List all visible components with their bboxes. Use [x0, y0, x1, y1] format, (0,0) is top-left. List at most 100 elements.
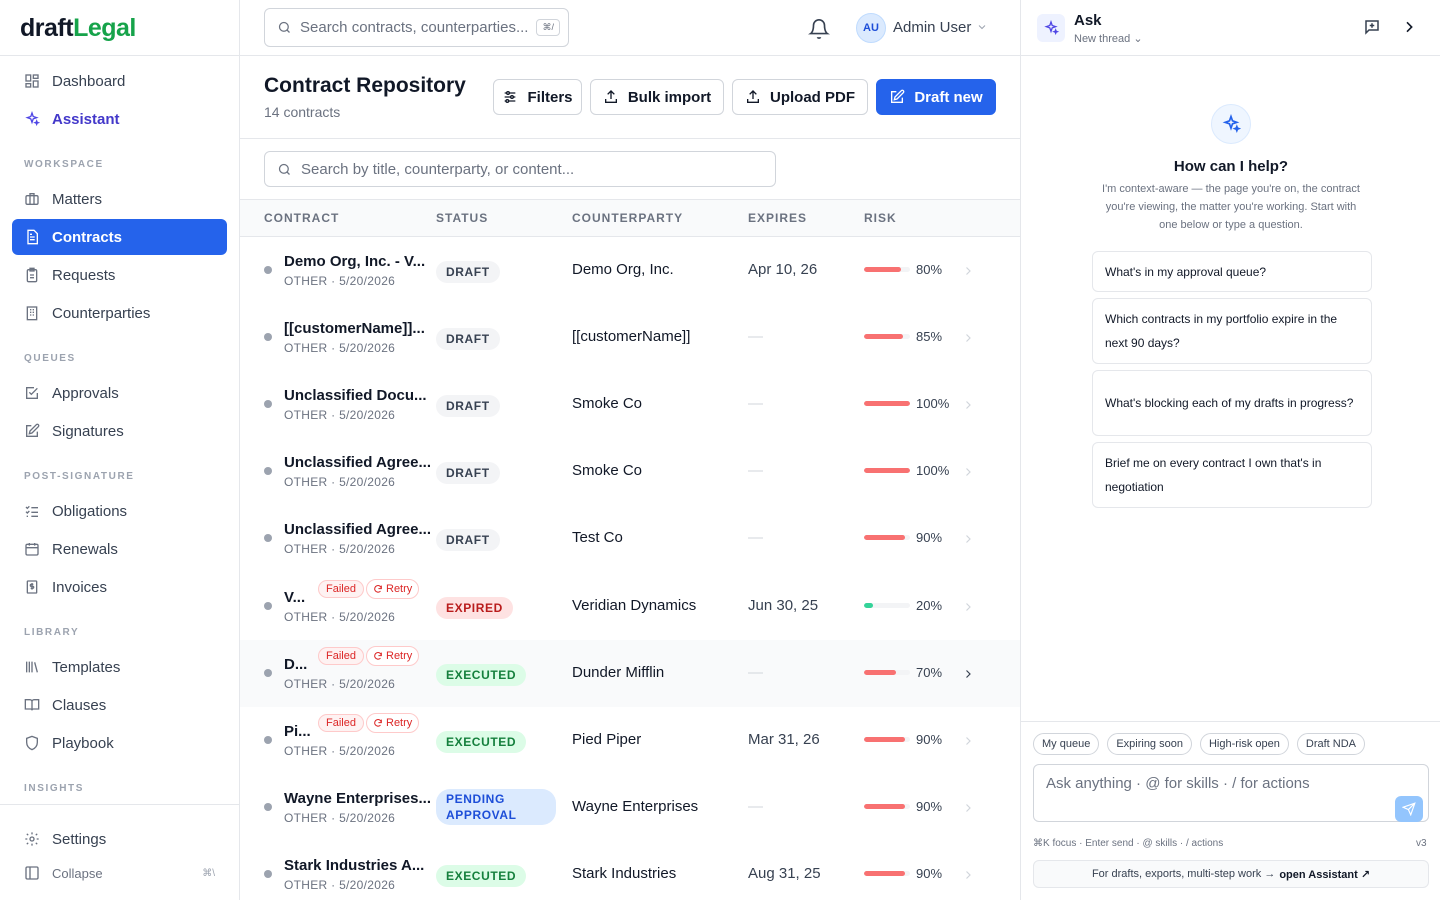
table-row[interactable]: Stark Industries A... OTHER · 5/20/2026 EX…	[240, 841, 1020, 900]
sidebar-item-invoices[interactable]: Invoices	[12, 569, 227, 605]
chip-draft-nda[interactable]: Draft NDA	[1296, 733, 1366, 755]
column-header-counterparty[interactable]: COUNTERPARTY	[572, 211, 684, 225]
bulk-import-button[interactable]: Bulk import	[590, 79, 724, 115]
chevron-right-icon[interactable]	[962, 532, 974, 544]
column-header-expires[interactable]: EXPIRES	[748, 211, 808, 225]
table-row[interactable]: Unclassified Docu... OTHER · 5/20/2026 DRA…	[240, 371, 1020, 438]
send-button[interactable]	[1395, 796, 1423, 822]
risk-bar	[864, 871, 910, 876]
draft-new-button[interactable]: Draft new	[876, 79, 996, 115]
chevron-right-icon[interactable]	[962, 600, 974, 612]
suggestion-button[interactable]: Which contracts in my portfolio expire i…	[1092, 298, 1372, 364]
suggestion-button[interactable]: What's in my approval queue?	[1092, 251, 1372, 292]
counterparty[interactable]: Dunder Mifflin	[572, 664, 665, 681]
upload-icon	[747, 90, 759, 103]
contract-title[interactable]: V...	[284, 589, 306, 606]
counterparty[interactable]: Test Co	[572, 529, 623, 546]
suggestion-button[interactable]: What's blocking each of my drafts in pro…	[1092, 370, 1372, 436]
filters-button[interactable]: Filters	[493, 79, 582, 115]
sidebar-item-matters[interactable]: Matters	[12, 181, 227, 217]
chevron-right-icon[interactable]	[962, 667, 974, 679]
counterparty[interactable]: Smoke Co	[572, 462, 643, 479]
contract-title[interactable]: D...	[284, 656, 308, 673]
sidebar-item-contracts[interactable]: Contracts	[12, 219, 227, 255]
column-header-contract[interactable]: CONTRACT	[264, 211, 340, 225]
contract-title[interactable]: Unclassified Agree...	[284, 454, 431, 471]
table-row[interactable]: V... Failed Retry OTHER · 5/20/2026 EXPIRED V…	[240, 573, 1020, 640]
table-row[interactable]: Unclassified Agree... OTHER · 5/20/2026 DR…	[240, 438, 1020, 505]
chevron-right-icon[interactable]	[962, 398, 974, 410]
contract-title[interactable]: Pi...	[284, 723, 311, 740]
new-message-icon[interactable]	[1363, 18, 1381, 36]
retry-button[interactable]: Retry	[366, 579, 420, 599]
chevron-right-icon[interactable]	[962, 734, 974, 746]
contract-meta: OTHER · 5/20/2026	[284, 744, 396, 758]
bell-icon[interactable]	[808, 18, 830, 40]
sidebar-item-playbook[interactable]: Playbook	[12, 725, 227, 761]
sidebar-item-signatures[interactable]: Signatures	[12, 413, 227, 449]
sidebar-item-obligations[interactable]: Obligations	[12, 493, 227, 529]
table-row[interactable]: Demo Org, Inc. - V... OTHER · 5/20/2026 DR…	[240, 237, 1020, 304]
retry-button[interactable]: Retry	[366, 713, 420, 733]
counterparty[interactable]: Stark Industries	[572, 865, 677, 882]
sidebar-item-requests[interactable]: Requests	[12, 257, 227, 293]
ask-input[interactable]: Ask anything · @ for skills · / for acti…	[1033, 764, 1429, 822]
contract-title[interactable]: Unclassified Docu...	[284, 387, 427, 404]
counterparty[interactable]: Pied Piper	[572, 731, 642, 748]
status-badge: DRAFT	[436, 529, 500, 551]
table-row[interactable]: Pi... Failed Retry OTHER · 5/20/2026 EXECUTE…	[240, 707, 1020, 774]
counterparty[interactable]: Demo Org, Inc.	[572, 261, 674, 278]
upload-pdf-button[interactable]: Upload PDF	[732, 79, 868, 115]
open-assistant-link[interactable]: For drafts, exports, multi-step work → o…	[1033, 860, 1429, 888]
contract-title[interactable]: Wayne Enterprises...	[284, 790, 431, 807]
suggestion-button[interactable]: Brief me on every contract I own that's …	[1092, 442, 1372, 508]
counterparty[interactable]: [[customerName]]	[572, 328, 691, 345]
chevron-right-icon[interactable]	[962, 264, 974, 276]
app-logo[interactable]: draftLegal	[20, 14, 136, 42]
user-name[interactable]: Admin User	[893, 19, 972, 36]
failed-badge: Failed	[318, 714, 364, 732]
global-search-input[interactable]: Search contracts, counterparties... ⌘/	[264, 8, 569, 47]
refresh-icon	[374, 585, 382, 593]
contract-title[interactable]: Stark Industries A...	[284, 857, 425, 874]
chevron-down-icon[interactable]	[976, 21, 988, 33]
chevron-right-icon[interactable]	[962, 331, 974, 343]
sidebar-item-assistant[interactable]: Assistant	[12, 101, 227, 137]
counterparty[interactable]: Wayne Enterprises	[572, 798, 699, 815]
column-header-status[interactable]: STATUS	[436, 211, 489, 225]
contract-title[interactable]: Unclassified Agree...	[284, 521, 431, 538]
collapse-button[interactable]: Collapse ⌘\	[12, 855, 227, 891]
counterparty[interactable]: Smoke Co	[572, 395, 643, 412]
table-search-input[interactable]: Search by title, counterparty, or conten…	[264, 151, 776, 187]
sidebar-item-approvals[interactable]: Approvals	[12, 375, 227, 411]
chip-expiring-soon[interactable]: Expiring soon	[1107, 733, 1192, 755]
chevron-right-icon[interactable]	[962, 801, 974, 813]
status-dot	[264, 669, 272, 677]
briefcase-icon	[24, 191, 40, 207]
sidebar-item-settings[interactable]: Settings	[12, 821, 227, 857]
contract-title[interactable]: Demo Org, Inc. - V...	[284, 253, 426, 270]
contract-title[interactable]: [[customerName]]...	[284, 320, 425, 337]
table-row[interactable]: Unclassified Agree... OTHER · 5/20/2026 DR…	[240, 505, 1020, 572]
retry-button[interactable]: Retry	[366, 646, 420, 666]
sidebar-item-renewals[interactable]: Renewals	[12, 531, 227, 567]
thread-label: New thread	[1074, 33, 1131, 45]
status-badge: EXECUTED	[436, 865, 527, 887]
chevron-right-icon[interactable]	[1401, 19, 1417, 35]
sidebar-item-templates[interactable]: Templates	[12, 649, 227, 685]
table-row[interactable]: Wayne Enterprises... OTHER · 5/20/2026 PEN…	[240, 774, 1020, 841]
sidebar-item-counterparties[interactable]: Counterparties	[12, 295, 227, 331]
chip-my-queue[interactable]: My queue	[1033, 733, 1100, 755]
risk-bar	[864, 267, 910, 272]
sidebar-item-dashboard[interactable]: Dashboard	[12, 63, 227, 99]
sidebar-item-clauses[interactable]: Clauses	[12, 687, 227, 723]
counterparty[interactable]: Veridian Dynamics	[572, 597, 697, 614]
chip-high-risk-open[interactable]: High-risk open	[1199, 733, 1289, 755]
chevron-right-icon[interactable]	[962, 465, 974, 477]
table-row[interactable]: D... Failed Retry OTHER · 5/20/2026 EXECUTED…	[240, 640, 1020, 707]
chevron-right-icon[interactable]	[962, 868, 974, 880]
thread-selector[interactable]: New thread ⌄	[1074, 32, 1143, 45]
column-header-risk[interactable]: RISK	[864, 211, 897, 225]
table-row[interactable]: [[customerName]]... OTHER · 5/20/2026 DRAF…	[240, 304, 1020, 371]
avatar[interactable]: AU	[856, 13, 886, 43]
